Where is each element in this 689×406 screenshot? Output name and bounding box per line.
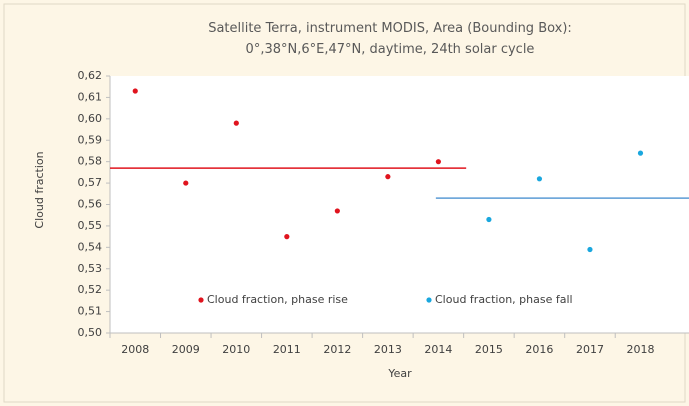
legend-marker bbox=[426, 297, 432, 303]
y-tick-label: 0,54 bbox=[78, 240, 103, 253]
y-tick-label: 0,61 bbox=[78, 90, 103, 103]
legend-label: Cloud fraction, phase rise bbox=[207, 293, 348, 306]
x-tick-label: 2016 bbox=[525, 343, 553, 356]
x-axis-label: Year bbox=[387, 367, 412, 380]
y-tick-label: 0,53 bbox=[78, 262, 103, 275]
point bbox=[587, 246, 593, 253]
x-tick-label: 2014 bbox=[424, 343, 452, 356]
y-tick-label: 0,51 bbox=[78, 305, 103, 318]
y-tick-label: 0,55 bbox=[78, 219, 103, 232]
y-tick-label: 0,56 bbox=[78, 198, 103, 211]
legend-marker bbox=[198, 297, 204, 303]
point bbox=[435, 159, 441, 165]
x-tick-label: 2009 bbox=[172, 343, 200, 356]
legend-label: Cloud fraction, phase fall bbox=[435, 293, 573, 306]
point bbox=[486, 216, 492, 223]
x-tick-label: 2018 bbox=[626, 343, 654, 356]
point bbox=[183, 180, 189, 186]
point bbox=[132, 88, 138, 94]
y-tick-label: 0,59 bbox=[78, 133, 103, 146]
point bbox=[334, 208, 340, 214]
point bbox=[536, 176, 543, 182]
point bbox=[233, 120, 239, 126]
point bbox=[284, 234, 290, 240]
y-tick-label: 0,57 bbox=[78, 176, 103, 189]
y-axis-label: Cloud fraction bbox=[33, 151, 46, 228]
x-tick-label: 2017 bbox=[576, 343, 604, 356]
y-tick-label: 0,58 bbox=[78, 155, 103, 168]
point bbox=[637, 150, 644, 156]
chart-title: Satellite Terra, instrument MODIS, Area … bbox=[208, 21, 572, 57]
y-tick-label: 0,50 bbox=[78, 326, 103, 339]
point bbox=[385, 174, 391, 180]
x-tick-label: 2008 bbox=[121, 343, 149, 356]
plot-area bbox=[110, 76, 689, 333]
y-tick-label: 0,52 bbox=[78, 283, 103, 296]
y-tick-label: 0,62 bbox=[78, 69, 103, 82]
x-tick-label: 2010 bbox=[222, 343, 250, 356]
x-tick-label: 2015 bbox=[475, 343, 503, 356]
x-tick-label: 2011 bbox=[273, 343, 301, 356]
x-tick-label: 2013 bbox=[374, 343, 402, 356]
x-tick-label: 2012 bbox=[323, 343, 351, 356]
y-tick-label: 0,60 bbox=[78, 112, 103, 125]
